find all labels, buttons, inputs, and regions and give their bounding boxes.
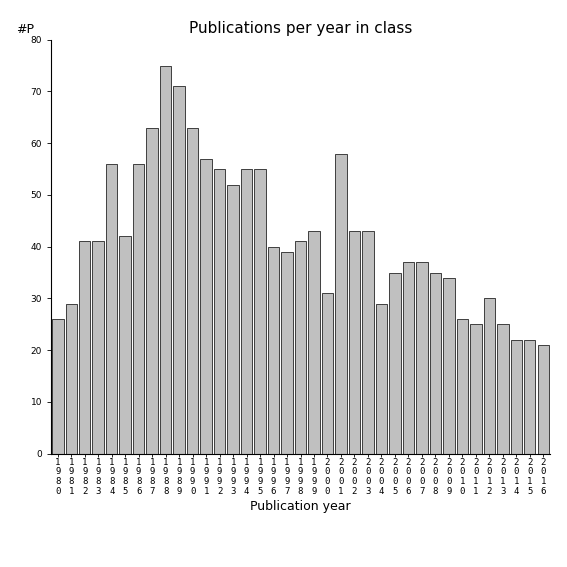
- Bar: [66, 303, 77, 454]
- Bar: [376, 303, 387, 454]
- Bar: [241, 169, 252, 454]
- Bar: [133, 164, 145, 454]
- Bar: [321, 293, 333, 454]
- Bar: [362, 231, 374, 454]
- Bar: [430, 273, 441, 454]
- Bar: [214, 169, 225, 454]
- Bar: [538, 345, 549, 454]
- Bar: [443, 278, 455, 454]
- X-axis label: Publication year: Publication year: [250, 500, 351, 513]
- Bar: [295, 242, 306, 454]
- Title: Publications per year in class: Publications per year in class: [189, 21, 412, 36]
- Bar: [403, 262, 414, 454]
- Bar: [92, 242, 104, 454]
- Bar: [497, 324, 509, 454]
- Bar: [470, 324, 481, 454]
- Bar: [227, 184, 239, 454]
- Bar: [200, 159, 212, 454]
- Bar: [106, 164, 117, 454]
- Bar: [308, 231, 320, 454]
- Bar: [349, 231, 360, 454]
- Bar: [389, 273, 401, 454]
- Bar: [174, 86, 185, 454]
- Bar: [268, 247, 280, 454]
- Bar: [456, 319, 468, 454]
- Bar: [160, 66, 171, 454]
- Bar: [79, 242, 91, 454]
- Bar: [281, 252, 293, 454]
- Text: #P: #P: [16, 23, 34, 36]
- Bar: [510, 340, 522, 454]
- Bar: [484, 298, 495, 454]
- Bar: [335, 154, 346, 454]
- Bar: [255, 169, 266, 454]
- Bar: [187, 128, 198, 454]
- Bar: [416, 262, 428, 454]
- Bar: [120, 236, 131, 454]
- Bar: [146, 128, 158, 454]
- Bar: [524, 340, 535, 454]
- Bar: [52, 319, 64, 454]
